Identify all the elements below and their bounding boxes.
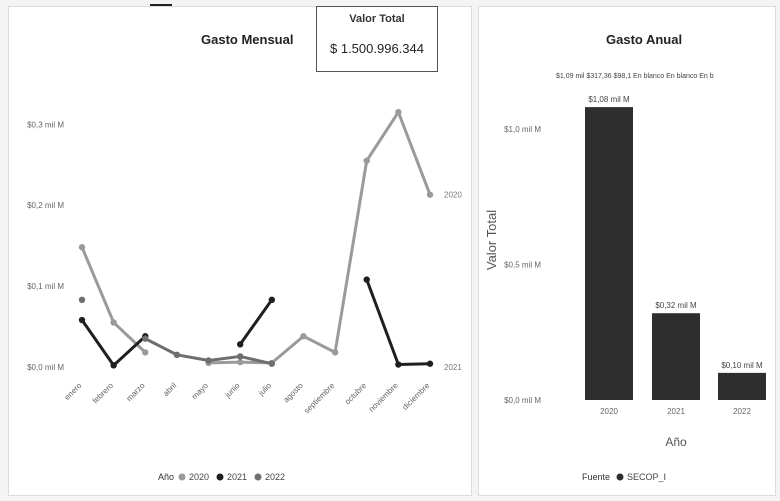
data-point-2020 [426, 191, 434, 198]
y-tick-label: $0,0 mil M [27, 363, 64, 372]
data-point-2022 [142, 335, 149, 342]
x-tick-label: agosto [282, 381, 306, 405]
bar-data-label: $1,08 mil M [588, 95, 630, 104]
y-tick-label: $0,3 mil M [27, 120, 64, 129]
data-point-2021 [268, 296, 276, 304]
bar-header-text: $1,09 mil $317,36 $98,1 En blanco En bla… [556, 73, 714, 80]
data-point-2021 [78, 316, 86, 324]
data-point-2022 [236, 353, 244, 360]
bar-2022 [718, 372, 766, 400]
data-point-2020 [363, 157, 370, 164]
series-end-label: 2021 [444, 363, 462, 372]
legend-marker [616, 473, 624, 481]
y-tick-label: $0,2 mil M [27, 201, 64, 210]
toolbar-stub [150, 4, 172, 7]
annual-bar-chart: $1,09 mil $317,36 $98,1 En blanco En bla… [484, 73, 766, 482]
bar-data-label: $0,32 mil M [655, 301, 697, 310]
x-tick-label: enero [63, 381, 84, 402]
data-point-2020 [142, 349, 149, 356]
x-tick-label: abril [161, 381, 178, 398]
x-tick-label: noviembre [367, 381, 400, 414]
data-point-2022 [78, 296, 86, 304]
y-tick-label: $0,1 mil M [27, 282, 64, 291]
data-point-2021 [110, 362, 117, 369]
y-tick-label: $1,0 mil M [504, 125, 541, 134]
data-point-2022 [268, 360, 276, 367]
x-tick-label: junio [223, 381, 242, 400]
data-point-2021 [426, 360, 434, 367]
series-line-2020 [80, 246, 147, 354]
x-tick-label: diciembre [401, 381, 432, 412]
legend-item-2020: 2020 [189, 472, 209, 482]
legend-title: Año [158, 472, 174, 482]
x-tick-label: octubre [343, 381, 369, 407]
legend-title: Fuente [582, 472, 610, 482]
x-tick-label: septiembre [302, 381, 337, 416]
series-line-2021 [238, 298, 274, 346]
total-value: $ 1.500.996.344 [330, 41, 424, 56]
x-tick-label: julio [256, 381, 274, 399]
monthly-line-chart: $0,0 mil M $0,1 mil M $0,2 mil M $0,3 mil M… [27, 108, 462, 482]
data-point-2020 [331, 349, 339, 356]
annual-chart-title: Gasto Anual [606, 32, 683, 47]
monthly-chart-title: Gasto Mensual [201, 32, 294, 47]
bar-data-label: $0,10 mil M [721, 361, 763, 370]
legend-marker-2021 [216, 473, 224, 481]
x-tick-label: febrero [91, 381, 116, 406]
bar-2021 [652, 313, 700, 400]
y-tick-label: $0,5 mil M [504, 260, 541, 269]
data-point-2022 [173, 351, 181, 359]
data-point-2020 [395, 108, 402, 116]
x-tick-label: 2020 [600, 407, 618, 416]
total-value-label: Valor Total [349, 13, 405, 25]
monthly-spend-panel[interactable] [8, 6, 472, 496]
y-axis-title: Valor Total [484, 210, 499, 270]
series-line-2020 [208, 110, 432, 365]
x-tick-label: 2022 [733, 407, 751, 416]
legend-marker-2020 [178, 473, 186, 481]
data-point-2020 [236, 358, 244, 366]
bar-2020 [585, 107, 633, 400]
legend-item-2021: 2021 [227, 472, 247, 482]
x-axis-title: Año [665, 435, 687, 449]
data-point-2021 [363, 276, 370, 283]
data-point-2020 [300, 333, 307, 340]
data-point-2020 [110, 319, 117, 326]
data-point-2020 [78, 244, 86, 251]
total-value-card[interactable]: Valor Total $ 1.500.996.344 [316, 6, 438, 72]
x-tick-label: marzo [125, 381, 147, 403]
data-point-2021 [236, 341, 244, 348]
series-end-label: 2020 [444, 191, 462, 200]
legend-marker-2022 [254, 473, 262, 481]
series-line-2021 [365, 279, 431, 367]
x-tick-label: mayo [190, 381, 211, 402]
data-point-2022 [205, 357, 212, 364]
legend-item-2022: 2022 [265, 472, 285, 482]
x-tick-label: 2021 [667, 407, 685, 416]
y-tick-label: $0,0 mil M [504, 396, 541, 405]
data-point-2021 [395, 361, 402, 368]
legend-item: SECOP_I [627, 472, 666, 482]
